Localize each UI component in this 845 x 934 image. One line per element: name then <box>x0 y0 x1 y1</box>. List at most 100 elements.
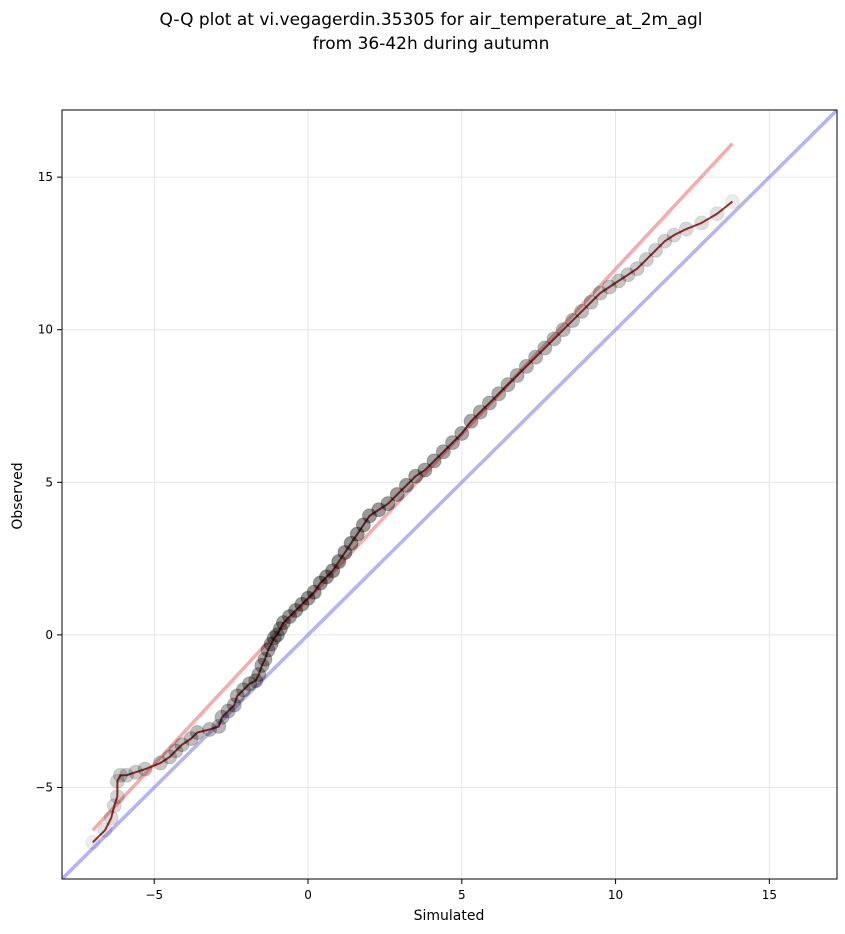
quantile-trace <box>92 200 734 844</box>
quantile-point <box>565 313 581 329</box>
quantile-point <box>103 810 119 826</box>
quantile-point <box>509 367 525 383</box>
quantile-point <box>408 468 424 484</box>
quantile-point <box>248 673 264 689</box>
quantile-point <box>214 709 230 725</box>
quantile-point <box>288 602 304 618</box>
quantile-point <box>463 413 479 429</box>
y-tick-label: 5 <box>45 475 53 489</box>
quantile-point <box>229 688 245 704</box>
quantile-point <box>343 535 359 551</box>
quantile-point <box>678 221 694 237</box>
quantile-point <box>454 425 470 441</box>
quantile-point <box>629 261 645 277</box>
quantile-point <box>109 773 125 789</box>
quantile-point <box>546 331 562 347</box>
quantile-point <box>128 764 144 780</box>
grid <box>62 110 837 879</box>
quantile-point <box>349 526 365 542</box>
quantile-point <box>254 657 270 673</box>
x-tick-label: 10 <box>608 888 623 902</box>
quantile-point <box>472 404 488 420</box>
quantile-point <box>257 651 273 667</box>
quantile-point <box>162 749 178 765</box>
quantile-point <box>445 435 461 451</box>
y-tick-label: 15 <box>38 170 53 184</box>
quantile-point <box>220 703 236 719</box>
chart-title: Q-Q plot at vi.vegagerdin.35305 for air_… <box>159 10 702 30</box>
quantile-point <box>481 395 497 411</box>
quantile-point <box>666 227 682 243</box>
quantile-point <box>251 667 267 683</box>
quantile-point <box>724 194 740 210</box>
quantile-point <box>417 462 433 478</box>
quantile-point <box>426 453 442 469</box>
quantile-point <box>601 279 617 295</box>
quantile-point <box>355 517 371 533</box>
quantile-point <box>380 496 396 512</box>
quantile-points <box>85 194 740 850</box>
quantile-point <box>174 737 190 753</box>
x-tick-label: 5 <box>458 888 466 902</box>
quantile-point <box>331 554 347 570</box>
quantile-point <box>152 755 168 771</box>
quantile-point <box>269 627 285 643</box>
quantile-point <box>337 544 353 560</box>
quantile-point <box>694 215 710 231</box>
quantile-point <box>389 487 405 502</box>
quantile-point <box>318 569 334 585</box>
quantile-point <box>266 630 282 646</box>
quantile-point <box>272 621 288 637</box>
quantile-point <box>106 798 122 814</box>
quantile-point <box>211 718 227 734</box>
quantile-point <box>574 303 590 319</box>
quantile-point <box>282 609 298 625</box>
x-axis: −5 0 5 10 15 <box>145 879 777 902</box>
quantile-point <box>611 273 627 289</box>
quantile-point <box>202 721 218 737</box>
quantile-point <box>518 358 534 374</box>
quantile-point <box>235 682 251 698</box>
quantile-point <box>555 322 571 338</box>
quantile-point <box>325 563 341 579</box>
quantile-point <box>306 584 322 600</box>
quantile-point <box>189 725 205 741</box>
fit-line <box>91 142 734 832</box>
y-tick-label: −5 <box>35 780 53 794</box>
quantile-point <box>275 615 291 631</box>
quantile-point <box>168 743 184 759</box>
quantile-point <box>263 636 279 652</box>
quantile-point <box>620 267 636 283</box>
y-tick-label: 10 <box>38 323 53 337</box>
quantile-point <box>260 642 276 658</box>
quantile-point <box>362 508 378 524</box>
quantile-point <box>242 676 258 692</box>
y-tick-label: 0 <box>45 628 53 642</box>
quantile-point <box>183 731 199 747</box>
y-axis-label: Observed <box>10 462 26 529</box>
quantile-point <box>85 834 101 850</box>
quantile-point <box>528 349 544 365</box>
chart-subtitle: from 36-42h during autumn <box>313 34 550 54</box>
quantile-point <box>592 285 608 301</box>
quantile-point <box>97 822 113 838</box>
x-tick-label: 15 <box>762 888 777 902</box>
identity-line <box>62 110 837 879</box>
quantile-point <box>398 477 414 493</box>
quantile-point <box>583 294 599 310</box>
x-tick-label: 0 <box>304 888 312 902</box>
quantile-point <box>226 697 242 713</box>
quantile-point <box>491 386 507 402</box>
quantile-point <box>119 767 135 783</box>
quantile-point <box>112 767 128 783</box>
quantile-point <box>294 596 310 612</box>
quantile-point <box>435 444 451 460</box>
quantile-point <box>657 233 673 249</box>
quantile-point <box>709 206 725 222</box>
quantile-point <box>648 242 664 258</box>
quantile-point <box>137 761 153 777</box>
x-axis-label: Simulated <box>414 908 485 924</box>
plot-frame <box>61 109 838 880</box>
quantile-point <box>109 789 125 805</box>
